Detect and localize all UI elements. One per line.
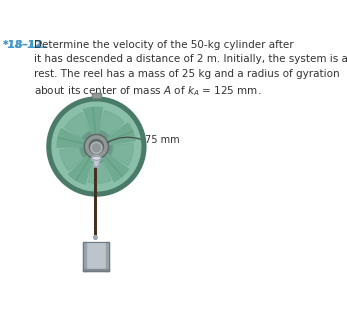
Polygon shape — [101, 152, 129, 182]
Polygon shape — [92, 158, 101, 167]
Bar — [83, 242, 109, 271]
Polygon shape — [57, 129, 87, 147]
Circle shape — [94, 236, 97, 239]
Text: Determine the velocity of the 50-kg cylinder after
it has descended a distance o: Determine the velocity of the 50-kg cyli… — [34, 40, 347, 98]
Circle shape — [84, 134, 109, 159]
Polygon shape — [60, 148, 84, 171]
Polygon shape — [88, 162, 111, 183]
Polygon shape — [100, 111, 124, 136]
Bar — [83, 242, 86, 271]
Bar — [93, 93, 100, 97]
Circle shape — [92, 144, 101, 152]
Polygon shape — [104, 123, 135, 145]
Circle shape — [80, 130, 113, 163]
Bar — [83, 242, 109, 271]
Polygon shape — [69, 154, 93, 184]
Bar — [92, 93, 101, 98]
Circle shape — [86, 136, 107, 157]
Circle shape — [91, 142, 102, 153]
Circle shape — [52, 102, 141, 191]
Text: *18–12.: *18–12. — [2, 40, 48, 50]
Circle shape — [89, 139, 103, 154]
Text: *18–12.: *18–12. — [2, 40, 46, 50]
Polygon shape — [84, 107, 103, 137]
Polygon shape — [111, 143, 133, 166]
Bar — [83, 269, 109, 271]
Ellipse shape — [92, 156, 101, 160]
Text: 75 mm: 75 mm — [145, 135, 179, 145]
Polygon shape — [65, 113, 90, 138]
Circle shape — [47, 97, 146, 196]
Bar — [106, 242, 109, 271]
